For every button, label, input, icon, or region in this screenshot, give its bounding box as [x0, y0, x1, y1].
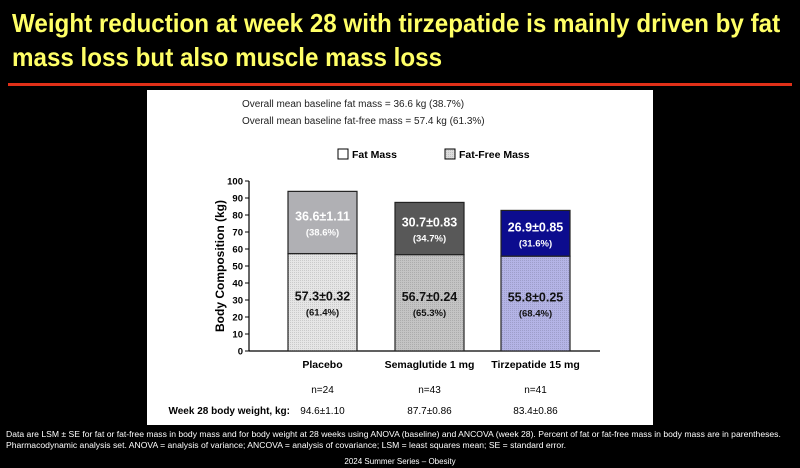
fat-mass-bar [394, 201, 465, 256]
legend-fat: Fat Mass [352, 149, 397, 161]
y-axis-label: Body Composition (kg) [213, 200, 227, 332]
fat-free-mass-bar-pct: (68.4%) [519, 309, 552, 320]
y-tick-label: 20 [232, 313, 243, 324]
fat-mass-bar-label: 26.9±0.85 [508, 220, 564, 234]
fat-free-mass-bar-pattern [501, 256, 570, 351]
fat-mass-bar-label: 36.6±1.11 [295, 209, 350, 223]
y-tick-label: 70 [232, 228, 243, 239]
fat-mass-bar [500, 209, 571, 257]
x-category-label: Tirzepatide 15 mg [491, 359, 580, 371]
y-tick-label: 90 [232, 194, 243, 205]
annotation-fat: Overall mean baseline fat mass = 36.6 kg… [242, 99, 464, 110]
week28-weight: 94.6±1.10 [300, 406, 345, 417]
fat-mass-bar-pct: (38.6%) [306, 227, 339, 238]
annotation-fat-free: Overall mean baseline fat-free mass = 57… [242, 116, 485, 127]
fat-free-mass-bar-label: 56.7±0.24 [402, 290, 458, 304]
footnote: Data are LSM ± SE for fat or fat-free ma… [6, 429, 781, 450]
n-label: n=43 [418, 385, 441, 396]
fat-mass-bar [287, 190, 358, 255]
y-tick-label: 30 [232, 296, 243, 307]
y-tick-label: 40 [232, 279, 243, 290]
title-divider [8, 83, 792, 86]
fat-free-mass-bar-pattern [395, 254, 464, 351]
x-category-label: Placebo [302, 359, 342, 371]
fat-mass-bar-label: 30.7±0.83 [402, 216, 458, 230]
n-label: n=41 [524, 385, 547, 396]
y-tick-label: 0 [238, 347, 243, 358]
y-tick-label: 100 [227, 177, 243, 188]
fat-free-mass-bar-pct: (65.3%) [413, 308, 446, 319]
y-tick-label: 80 [232, 211, 243, 222]
x-category-label: Semaglutide 1 mg [385, 359, 475, 371]
slide-title: Weight reduction at week 28 with tirzepa… [12, 8, 781, 72]
legend-swatch-pattern [445, 149, 455, 159]
n-label: n=24 [311, 385, 334, 396]
legend-swatch-fat [337, 148, 349, 160]
week28-weight: 83.4±0.86 [513, 406, 558, 417]
fat-mass-bar-pct: (31.6%) [519, 238, 552, 249]
fat-mass-bar-pct: (34.7%) [413, 234, 446, 245]
fat-free-mass-bar-label: 55.8±0.25 [508, 291, 564, 305]
legend-fat-free: Fat-Free Mass [459, 149, 530, 161]
series-label: 2024 Summer Series – Obesity [344, 457, 456, 466]
week28-weight: 87.7±0.86 [407, 406, 452, 417]
week28-label: Week 28 body weight, kg: [168, 406, 290, 417]
fat-free-mass-bar-label: 57.3±0.32 [295, 289, 351, 303]
y-tick-label: 10 [232, 330, 243, 341]
y-tick-label: 50 [232, 262, 243, 273]
y-tick-label: 60 [232, 245, 243, 256]
fat-free-mass-bar-pct: (61.4%) [306, 307, 339, 318]
fat-free-mass-bar-pattern [288, 253, 357, 351]
